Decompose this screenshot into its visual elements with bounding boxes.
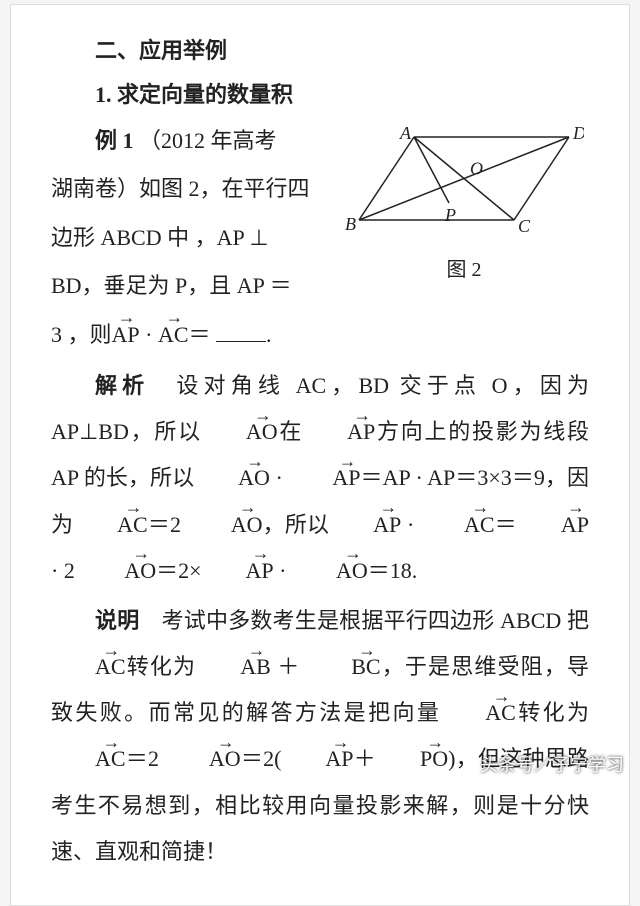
problem-line-3: 边形 ABCD 中 ，AP ⊥	[51, 225, 269, 250]
sol-t9: ＝	[495, 512, 517, 537]
sol-v12: AO	[292, 548, 368, 594]
note-t5: 转化为	[516, 700, 589, 725]
sub-title: 1. 求定向量的数量积	[51, 73, 589, 117]
note-v8: PO	[376, 736, 448, 782]
sol-t8: ·	[401, 512, 420, 537]
note-t7: ＝2(	[241, 746, 282, 771]
period: .	[266, 322, 272, 347]
sol-v10: AO	[80, 548, 156, 594]
note-v2: AB	[196, 644, 271, 690]
equals: ＝	[189, 322, 211, 347]
figure-caption: 图 2	[339, 253, 589, 282]
example-block: A D B C O P 图 2 例 1 （2012 年高考 湖南卷）如图 2，在平行四 边…	[51, 117, 589, 359]
problem-line-2: 湖南卷）如图 2，在平行四	[51, 176, 310, 201]
answer-blank	[216, 320, 266, 342]
note-t1: 考试中多数考生是根据平行四边形 ABCD 把	[162, 608, 589, 633]
problem-line-1: （2012 年高考	[139, 128, 277, 153]
sol-t7: ，所以	[263, 512, 330, 537]
note-paragraph: 说明 考试中多数考生是根据平行四边形 ABCD 把AC转化为AB ＋ BC，于是…	[51, 598, 589, 875]
sol-t2: 在	[278, 419, 304, 444]
problem-line-5a: 3 ，则	[51, 322, 112, 347]
svg-text:P: P	[444, 205, 456, 225]
note-v5: AC	[51, 736, 126, 782]
example-label: 例 1	[95, 128, 134, 153]
problem-line-4: BD，垂足为 P，且 AP ＝	[51, 273, 292, 298]
note-v1: AC	[51, 644, 126, 690]
sol-t10: · 2	[51, 558, 80, 583]
example-text: 例 1 （2012 年高考 湖南卷）如图 2，在平行四 边形 ABCD 中 ，A…	[51, 117, 331, 311]
sol-t13: ＝18.	[368, 558, 418, 583]
svg-text:D: D	[572, 125, 584, 143]
sol-t11: ＝2×	[156, 558, 201, 583]
note-v6: AO	[165, 736, 241, 782]
sol-t6: ＝2	[148, 512, 187, 537]
sol-v11: AP	[202, 548, 274, 594]
svg-text:O: O	[470, 159, 483, 179]
svg-text:A: A	[399, 125, 412, 143]
sol-v9: AP	[517, 502, 589, 548]
dot-op: ·	[140, 322, 158, 347]
svg-text:C: C	[518, 216, 531, 236]
solution-label: 解析	[95, 373, 149, 398]
sol-t4: ·	[270, 465, 288, 490]
note-v7: AP	[281, 736, 353, 782]
vector-ac: AC	[158, 311, 189, 359]
figure-container: A D B C O P 图 2	[339, 125, 589, 282]
watermark-text: 头条号／子宁学习	[480, 751, 624, 777]
note-v4: AC	[441, 690, 516, 736]
note-label: 说明	[95, 608, 139, 633]
svg-text:B: B	[345, 214, 356, 234]
note-t8: ＋	[354, 746, 377, 771]
vector-ap: AP	[112, 311, 140, 359]
parallelogram-figure: A D B C O P	[344, 125, 584, 240]
sol-v8: AC	[420, 502, 495, 548]
sol-t12: ·	[274, 558, 292, 583]
note-t2: 转化为	[126, 654, 197, 679]
note-t3: ＋	[271, 654, 307, 679]
note-t6: ＝2	[126, 746, 165, 771]
solution-paragraph: 解析 设对角线 AC，BD 交于点 O，因为 AP⊥BD，所以AO在AP方向上的…	[51, 363, 589, 594]
note-v3: BC	[307, 644, 380, 690]
section-title: 二、应用举例	[51, 29, 589, 73]
